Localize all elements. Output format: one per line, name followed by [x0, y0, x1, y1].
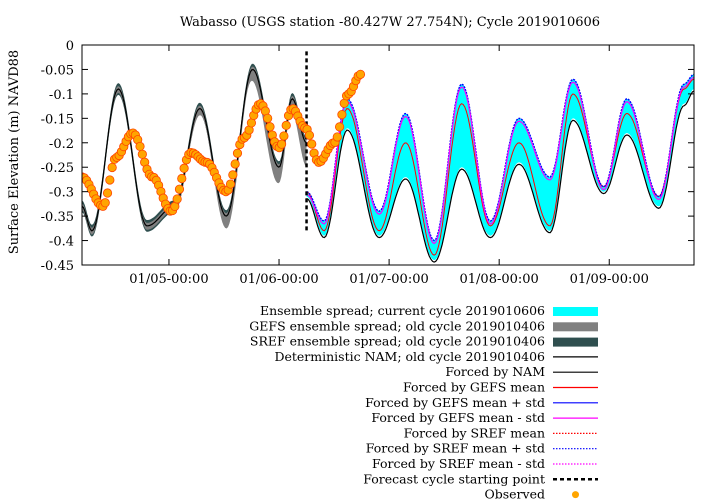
x-tick-label: 01/08-00:00: [460, 272, 539, 287]
legend-label: Forced by GEFS mean + std: [365, 395, 545, 410]
gefs-mean-line: [306, 78, 694, 256]
legend-label: Forced by NAM: [445, 364, 545, 379]
legend-swatch-dot: [572, 491, 579, 499]
observed-point: [276, 139, 287, 149]
observed-point: [174, 184, 185, 194]
legend-swatch-band: [553, 322, 598, 332]
observed-point: [179, 163, 189, 173]
observed-point: [334, 122, 345, 132]
y-axis-label: Surface Elevation (m) NAVD88: [7, 50, 22, 254]
x-tick-label: 01/06-00:00: [239, 272, 318, 287]
y-tick-label: -0.3: [49, 186, 74, 201]
legend-label: GEFS ensemble spread; old cycle 20190104…: [249, 318, 545, 333]
plot-area: [82, 51, 694, 263]
observed-point: [263, 113, 273, 123]
chart-title: Wabasso (USGS station -80.427W 27.754N);…: [180, 15, 600, 30]
legend-label: Forced by GEFS mean - std: [371, 410, 545, 425]
x-tick-label: 01/07-00:00: [349, 272, 428, 287]
observed-point: [102, 188, 113, 198]
legend-label: Ensemble spread; current cycle 201901060…: [260, 303, 545, 318]
legend-swatch-band: [553, 337, 598, 347]
y-tick-label: -0.45: [41, 259, 74, 274]
x-tick-label: 01/09-00:00: [570, 272, 649, 287]
legend-label: Forced by GEFS mean: [403, 380, 545, 395]
observed-point: [281, 120, 291, 130]
legend-label: SREF ensemble spread; old cycle 20190104…: [250, 334, 545, 349]
observed-point: [228, 170, 238, 180]
y-tick-label: -0.25: [41, 161, 74, 176]
observed-point: [232, 148, 243, 158]
observed-point: [355, 69, 366, 79]
observed-point: [230, 159, 240, 169]
legend-swatch-band: [553, 307, 598, 316]
legend-label: Forced by SREF mean + std: [366, 441, 545, 456]
observed-point: [135, 141, 145, 152]
observed-point: [225, 179, 236, 189]
legend-label: Forced by SREF mean - std: [372, 456, 545, 471]
gefs-minus-line: [306, 76, 694, 245]
legend-label: Deterministic NAM; old cycle 2019010406: [274, 349, 545, 364]
observed-point: [304, 130, 315, 140]
plot-frame: [81, 44, 695, 266]
observed-point: [107, 162, 117, 173]
y-tick-label: 0: [66, 39, 74, 54]
y-tick-label: -0.35: [41, 210, 74, 225]
legend: Ensemble spread; current cycle 201901060…: [249, 303, 598, 502]
y-tick-label: -0.1: [49, 88, 74, 103]
observed-point: [100, 198, 110, 208]
y-tick-label: -0.05: [41, 63, 74, 78]
legend-label: Observed: [485, 487, 546, 502]
y-tick-label: -0.15: [41, 112, 74, 127]
legend-label: Forced by SREF mean: [404, 425, 545, 440]
y-tick-label: -0.4: [49, 235, 74, 250]
observed-point: [265, 122, 275, 132]
y-tick-label: -0.2: [49, 137, 74, 152]
observed-point: [307, 139, 317, 149]
observed-point: [177, 173, 187, 184]
current-spread: [306, 74, 694, 261]
observed-point: [137, 149, 147, 159]
x-tick-label: 01/05-00:00: [129, 272, 208, 287]
forced-by-nam-line: [306, 90, 694, 263]
legend-label: Forecast cycle starting point: [363, 471, 545, 486]
observed-point: [337, 110, 347, 120]
observed-point: [279, 131, 289, 141]
observed-point: [105, 175, 115, 185]
observed-point: [172, 194, 182, 204]
observed-point: [332, 132, 342, 142]
